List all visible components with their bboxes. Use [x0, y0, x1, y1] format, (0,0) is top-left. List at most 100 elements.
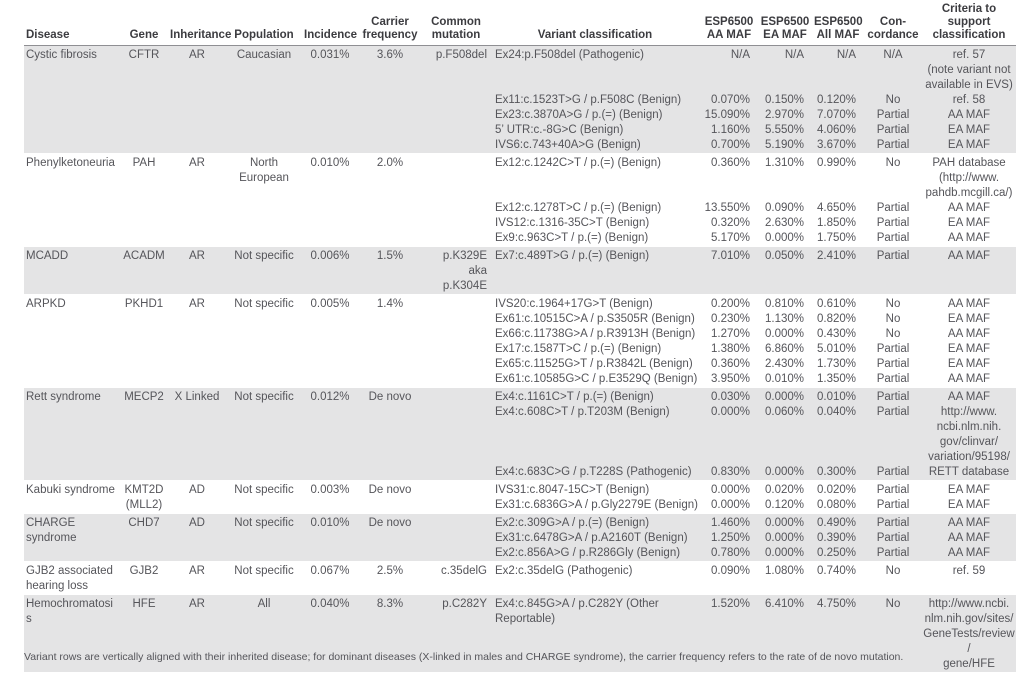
cell-all: 0.040%: [816, 406, 856, 418]
variant-row: Ex9:c.963C>T / p.(=) (Benign) 5.170% 0.000…: [24, 231, 1016, 247]
cell-disease: GJB2 associated hearing loss: [26, 565, 113, 592]
variant-row: CHARGE syndrome CHD7 AD Not specific 0.010% D…: [24, 514, 1016, 544]
cell-ea: 2.630%: [764, 217, 804, 229]
cell-aa: 0.000%: [710, 406, 750, 418]
variant-row: GJB2 associated hearing loss GJB2 AR Not sp…: [24, 562, 1016, 595]
cell-conc: Partial: [876, 391, 910, 403]
header-gene: Gene: [120, 2, 168, 46]
cell-ea: 0.090%: [764, 202, 804, 214]
disease-group-mcadd: MCADD ACADM AR Not specific 0.006% 1.5% p.K329…: [24, 246, 1016, 295]
cell-crit: AA MAF: [947, 391, 991, 403]
cell-conc: No: [885, 157, 901, 169]
cell-conc: Partial: [876, 466, 910, 478]
cell-crit: EA MAF: [947, 313, 991, 325]
cell-aa: 7.010%: [710, 250, 750, 262]
cell-mut: p.F508del: [435, 49, 487, 61]
header-inheritance: Inheritance: [168, 2, 231, 46]
disease-group-arpkd: ARPKD PKHD1 AR Not specific 0.005% 1.4% IVS20:…: [24, 294, 1016, 388]
cell-aa: 1.460%: [710, 517, 750, 529]
cell-variant-classification: Ex66:c.11738G>A / p.R3913H (Benign): [495, 328, 696, 340]
variant-row: Ex31:c.6478G>A / p.A2160T (Benign) 1.250%…: [24, 531, 1016, 546]
cell-gene: CHD7: [128, 517, 160, 529]
disease-group-charge-syndrome: CHARGE syndrome CHD7 AD Not specific 0.010% D…: [24, 513, 1016, 562]
cell-aa: 5.170%: [710, 232, 750, 244]
variant-row: Kabuki syndrome KMT2D (MLL2) AD Not specifi…: [24, 481, 1016, 511]
cell-carr: De novo: [368, 517, 412, 529]
cell-incid: 0.012%: [310, 391, 350, 403]
cell-crit: AA MAF: [947, 202, 991, 214]
cell-incid: 0.010%: [310, 517, 350, 529]
variant-row: Ex65:c.11525G>T / p.R3842L (Benign) 0.360…: [24, 357, 1016, 372]
cell-ea: 6.410%: [764, 598, 804, 610]
cell-crit: RETT database: [928, 466, 1010, 478]
cell-carr: 3.6%: [376, 49, 404, 61]
cell-disease: ARPKD: [26, 298, 66, 310]
cell-mut: [422, 388, 490, 481]
cell-incid: 0.010%: [310, 157, 350, 169]
cell-all: 0.820%: [816, 313, 856, 325]
cell-crit: AA MAF: [947, 250, 991, 262]
cell-aa: 0.320%: [710, 217, 750, 229]
cell-variant-classification: Ex4:c.608C>T / p.T203M (Benign): [495, 406, 670, 418]
cell-all: 0.430%: [816, 328, 856, 340]
cell-carr: De novo: [368, 391, 412, 403]
cell-inher: AR: [189, 250, 205, 262]
variant-row: Ex11:c.1523T>G / p.F508C (Benign) 0.070% 0…: [24, 93, 1016, 108]
cell-inher: X Linked: [174, 391, 220, 403]
cell-all: 0.610%: [816, 298, 856, 310]
cell-gene: PKHD1: [124, 298, 164, 310]
variant-row: Ex17:c.1587T>C / p.(=) (Benign) 1.380% 6.8…: [24, 342, 1016, 357]
disease-group-gjb2-associated: GJB2 associated hearing loss GJB2 AR Not sp…: [24, 561, 1016, 595]
cell-all: 1.730%: [816, 358, 856, 370]
cell-all: 7.070%: [816, 109, 856, 121]
cell-crit: AA MAF: [947, 109, 991, 121]
cell-gene: GJB2: [129, 565, 159, 577]
cell-all: 0.490%: [816, 517, 856, 529]
cell-ea: 0.000%: [764, 466, 804, 478]
cell-mut: [422, 481, 490, 514]
cell-conc: No: [885, 313, 901, 325]
cell-ea: N/A: [784, 49, 804, 61]
cell-gene: MECP2: [124, 391, 164, 403]
cell-variant-classification: Ex2:c.35delG (Pathogenic): [495, 565, 633, 577]
cell-ea: 0.000%: [764, 547, 804, 559]
cell-crit: EA MAF: [947, 139, 991, 151]
variant-row: Rett syndrome MECP2 X Linked Not specific 0.…: [24, 388, 1016, 406]
cell-disease: MCADD: [26, 250, 69, 262]
variant-row: IVS12:c.1316-35C>T (Benign) 0.320% 2.630% 1…: [24, 216, 1016, 231]
cell-crit: AA MAF: [947, 547, 991, 559]
cell-ea: 0.000%: [764, 517, 804, 529]
cell-inher: AR: [189, 49, 205, 61]
cell-variant-classification: Ex23:c.3870A>G / p.(=) (Benign): [495, 109, 663, 121]
cell-variant-classification: Ex24:p.F508del (Pathogenic): [495, 49, 644, 61]
cell-pop: Not specific: [234, 250, 294, 262]
cell-carr: 1.4%: [376, 298, 404, 310]
cell-variant-classification: Ex31:c.6478G>A / p.A2160T (Benign): [495, 532, 688, 544]
cell-crit: ref. 58: [952, 94, 986, 106]
cell-mut: p.K329E aka p.K304E: [442, 250, 487, 292]
cell-ea: 0.000%: [764, 328, 804, 340]
cell-mut: p.C282Y: [442, 598, 487, 610]
cell-ea: 5.190%: [764, 139, 804, 151]
cell-crit: AA MAF: [947, 532, 991, 544]
cell-conc: Partial: [876, 358, 910, 370]
cell-all: 0.120%: [816, 94, 856, 106]
cell-all: 0.250%: [816, 547, 856, 559]
cell-inher: AD: [189, 484, 205, 496]
cell-conc: No: [885, 328, 901, 340]
variant-row: Ex61:c.10515C>A / p.S3505R (Benign) 0.230…: [24, 312, 1016, 327]
cell-crit: EA MAF: [947, 358, 991, 370]
cell-aa: 0.070%: [710, 94, 750, 106]
cell-aa: 15.090%: [704, 109, 750, 121]
cell-aa: 1.250%: [710, 532, 750, 544]
cell-conc: Partial: [876, 124, 910, 136]
cell-conc: Partial: [876, 532, 910, 544]
cell-aa: 0.830%: [710, 466, 750, 478]
cell-conc: Partial: [876, 343, 910, 355]
header-esp6500-ea-maf: ESP6500 EA MAF: [758, 2, 812, 46]
cell-all: 0.010%: [816, 391, 856, 403]
variant-row: Ex23:c.3870A>G / p.(=) (Benign) 15.090% 2.…: [24, 108, 1016, 123]
cell-aa: N/A: [730, 49, 750, 61]
cell-mut: [422, 295, 490, 388]
cell-variant-classification: Ex17:c.1587T>C / p.(=) (Benign): [495, 343, 662, 355]
